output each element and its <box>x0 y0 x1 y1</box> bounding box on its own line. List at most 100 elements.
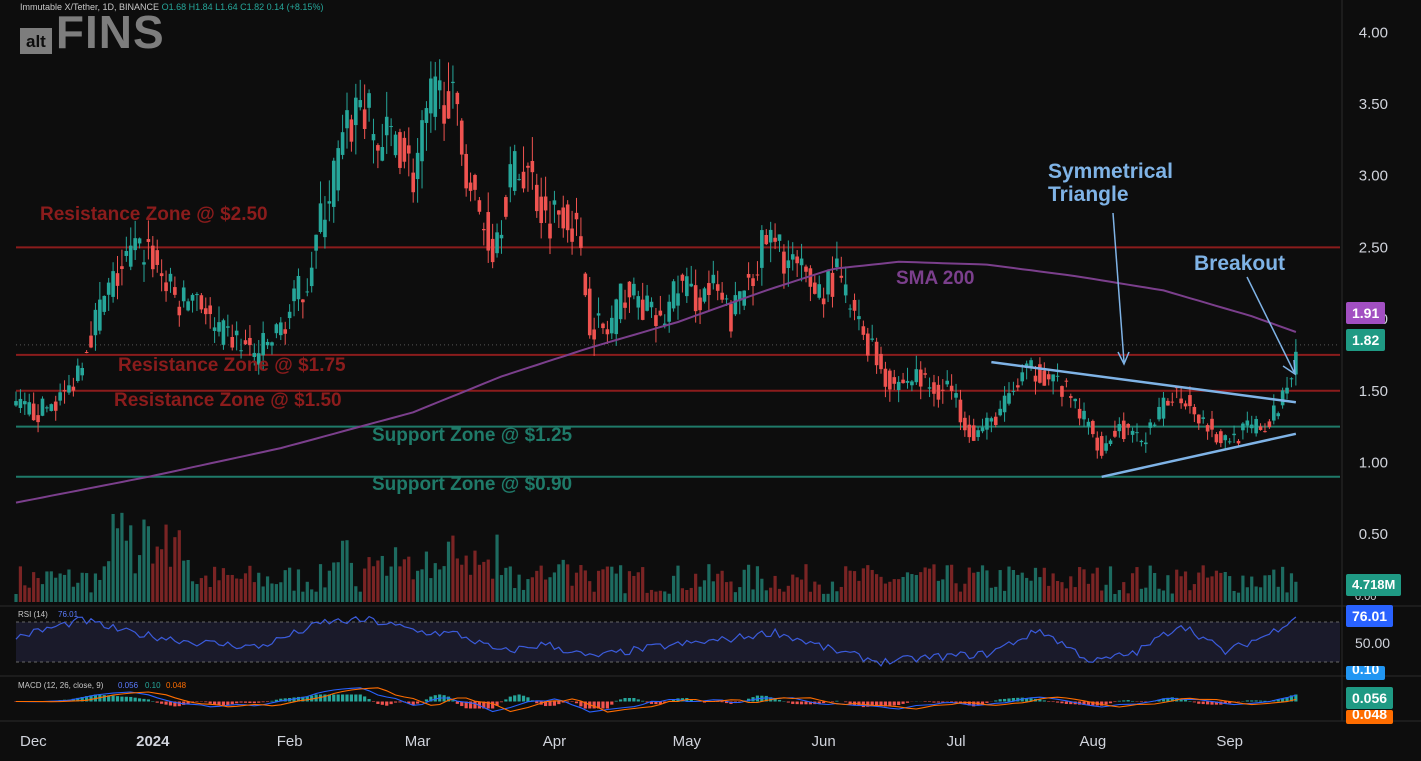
volume-bar <box>557 564 561 602</box>
candle-body <box>680 274 685 281</box>
volume-bar <box>1201 565 1205 602</box>
volume-bar <box>1117 590 1121 602</box>
volume-bar <box>1157 588 1161 602</box>
candle-body <box>1091 420 1095 435</box>
candle-body <box>795 256 799 264</box>
macd-histogram-bar <box>985 701 989 703</box>
candle-body <box>1201 417 1205 419</box>
macd-histogram-bar <box>636 699 640 702</box>
candle-body <box>1082 410 1086 420</box>
macd-histogram-bar <box>764 695 768 702</box>
candle-body <box>331 160 336 207</box>
triangle-upper-line <box>991 360 1297 404</box>
triangle-label-line1: Symmetrical <box>1048 160 1173 183</box>
macd-histogram-bar <box>186 701 190 704</box>
volume-bar <box>407 556 411 602</box>
candle-body <box>993 416 998 425</box>
candle-body <box>31 403 36 421</box>
candle-body <box>164 282 168 292</box>
candle-body <box>896 381 901 391</box>
ohlc-values: O1.68 H1.84 L1.64 C1.82 0.14 (+8.15%) <box>161 2 324 12</box>
macd-histogram-bar <box>1192 701 1196 703</box>
candle-body <box>746 274 751 278</box>
candle-body <box>1117 424 1122 432</box>
candle-body <box>490 238 495 263</box>
rsi-line <box>15 615 1297 667</box>
volume-bar <box>910 574 914 602</box>
macd-histogram-bar <box>111 695 115 702</box>
volume-bar <box>636 572 640 602</box>
volume-bar <box>1130 573 1135 602</box>
x-tick-label: Apr <box>543 733 566 750</box>
candle-body <box>817 284 822 298</box>
candle-body <box>67 385 71 393</box>
candle-body <box>1130 430 1135 435</box>
volume-bar <box>40 584 45 602</box>
candle-body <box>1210 418 1214 430</box>
volume-bar <box>830 581 835 602</box>
candle-body <box>623 302 627 308</box>
candle-body <box>1068 396 1073 398</box>
candle-body <box>508 164 513 188</box>
candle-body <box>393 134 398 156</box>
candle-body <box>208 305 212 315</box>
candle-body <box>336 148 340 191</box>
candle-body <box>883 368 888 387</box>
macd-histogram-bar <box>358 694 362 702</box>
macd-histogram-bar <box>627 698 632 702</box>
macd-histogram-bar <box>619 699 623 702</box>
candle-body <box>226 326 230 328</box>
candle-body <box>1294 351 1298 375</box>
candle-body <box>636 296 641 308</box>
altfins-logo: alt FINS <box>20 8 165 55</box>
volume-bar <box>499 575 504 602</box>
candle-body <box>1077 408 1082 419</box>
volume-bar <box>62 574 67 602</box>
macd-histogram-bar <box>1144 701 1148 703</box>
macd-histogram-bar <box>848 701 852 704</box>
volume-bar <box>716 573 720 602</box>
macd-histogram-bar <box>1258 700 1263 702</box>
candle-body <box>1055 375 1060 377</box>
candle-body <box>905 380 910 383</box>
candle-body <box>702 288 707 302</box>
candle-body <box>1046 374 1051 380</box>
volume-bar <box>751 589 755 602</box>
volume-bar <box>358 591 362 602</box>
candle-body <box>640 299 645 320</box>
candle-body <box>830 272 835 297</box>
macd-histogram-bar <box>1051 701 1055 703</box>
volume-bar <box>1258 587 1263 602</box>
volume-bar <box>835 591 839 602</box>
volume-bar <box>1135 567 1139 602</box>
macd-histogram-bar <box>791 701 795 704</box>
candle-body <box>821 298 826 305</box>
candle-body <box>557 210 561 215</box>
volume-bar <box>698 586 702 602</box>
candle-body <box>155 250 160 265</box>
volume-bar <box>45 571 49 602</box>
macd-histogram-bar <box>932 701 936 703</box>
candle-body <box>848 308 852 310</box>
volume-bar <box>742 569 746 602</box>
candle-body <box>782 251 786 274</box>
macd-histogram-bar <box>526 697 530 702</box>
volume-bar <box>826 593 830 602</box>
volume-bar <box>1241 575 1245 602</box>
macd-histogram-bar <box>1206 701 1210 705</box>
candle-body <box>265 341 270 346</box>
volume-bar <box>213 566 217 602</box>
candle-body <box>888 370 892 390</box>
volume-bar <box>265 576 270 602</box>
candle-body <box>874 341 879 366</box>
volume-bar <box>724 582 729 602</box>
volume-bar <box>1210 576 1214 602</box>
volume-bar <box>641 567 645 602</box>
candle-body <box>102 295 107 312</box>
candle-body <box>106 282 111 295</box>
candle-body <box>971 425 976 441</box>
volume-bar <box>93 573 98 602</box>
candle-body <box>504 197 508 217</box>
candle-body <box>1280 390 1285 406</box>
candle-body <box>1139 440 1144 443</box>
